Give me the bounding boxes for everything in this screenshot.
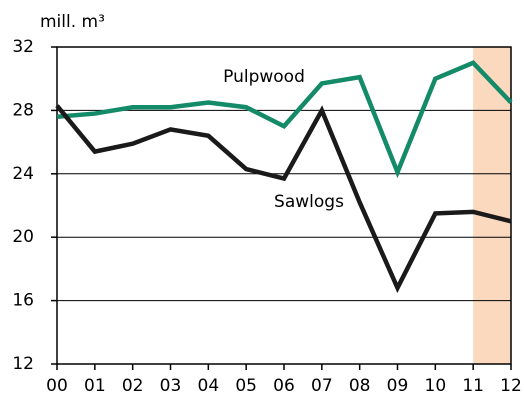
y-tick-label: 20 (12, 227, 34, 247)
y-tick-label: 16 (12, 291, 34, 311)
x-tick-label: 07 (311, 376, 333, 396)
x-tick-label: 00 (46, 376, 68, 396)
x-tick-label: 02 (122, 376, 144, 396)
x-tick-label: 06 (273, 376, 295, 396)
y-tick-label: 12 (12, 354, 34, 374)
x-tick-label: 03 (160, 376, 182, 396)
series-line (56, 60, 513, 179)
y-tick-label: 24 (12, 164, 34, 184)
x-tick-label: 12 (500, 376, 522, 396)
x-tick-label: 09 (387, 376, 409, 396)
x-tick-label: 01 (84, 376, 106, 396)
series-label: Pulpwood (223, 67, 305, 87)
series-label: Sawlogs (274, 192, 344, 212)
highlight-band (473, 47, 511, 364)
y-tick-label: 32 (12, 37, 34, 57)
x-tick-label: 04 (198, 376, 220, 396)
x-tick-label: 05 (235, 376, 257, 396)
x-tick-label: 10 (425, 376, 447, 396)
y-tick-label: 28 (12, 100, 34, 120)
y-axis-label: mill. m³ (40, 12, 105, 32)
x-tick-label: 11 (462, 376, 484, 396)
x-tick-label: 08 (349, 376, 371, 396)
series-line (55, 104, 512, 294)
